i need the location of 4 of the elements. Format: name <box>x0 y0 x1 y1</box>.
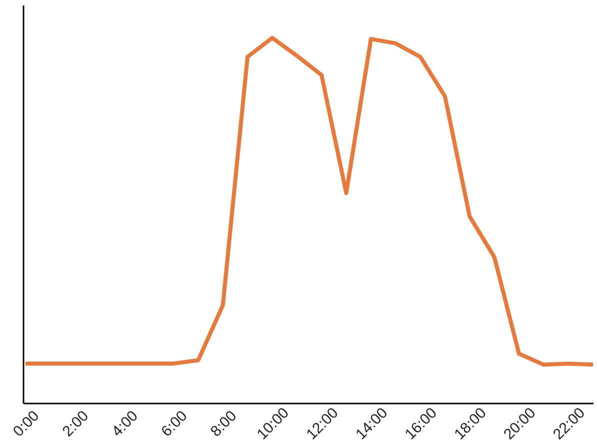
x-tick-label: 8:00 <box>207 408 240 440</box>
x-tick-label: 4:00 <box>108 408 142 440</box>
x-tick-label: 6:00 <box>158 408 191 440</box>
x-tick-label: 0:00 <box>10 408 43 440</box>
